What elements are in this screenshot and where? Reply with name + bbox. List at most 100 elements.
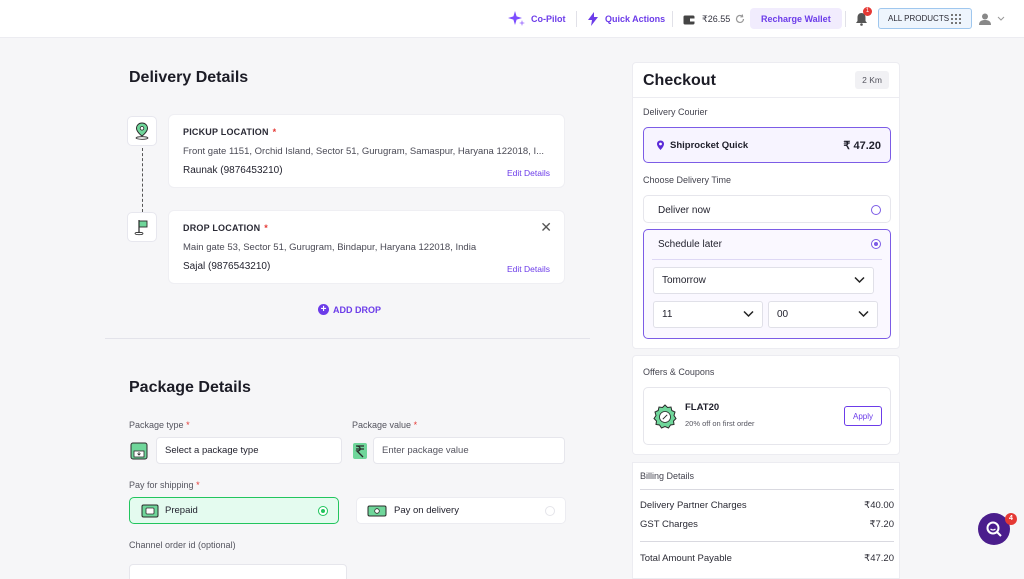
offers-panel: Offers & Coupons FLAT20 20% off on first… [632, 355, 900, 455]
cash-icon [367, 505, 387, 516]
notifications-button[interactable] [855, 0, 868, 38]
chevron-down-icon [858, 310, 869, 318]
billing-title: Billing Details [640, 471, 695, 481]
billing-row: GST Charges ₹7.20 [640, 519, 894, 530]
quick-actions-label: Quick Actions [605, 14, 666, 24]
prepaid-radio[interactable] [318, 506, 328, 516]
total-label: Total Amount Payable [640, 553, 732, 564]
package-type-label: Package type * [129, 420, 190, 430]
drop-contact: Sajal (9876543210) [183, 261, 271, 272]
all-products-label: ALL PRODUCTS [888, 14, 950, 23]
pickup-title: PICKUP LOCATION * [183, 127, 277, 137]
package-type-value: Select a package type [165, 445, 259, 456]
support-chat-button[interactable] [978, 513, 1010, 545]
offers-title: Offers & Coupons [643, 367, 715, 377]
pay-on-delivery-option[interactable]: Pay on delivery [356, 497, 566, 524]
wallet-balance[interactable]: ₹26.55 [683, 0, 745, 38]
sparkle-icon [508, 11, 525, 26]
deliver-now-label: Deliver now [658, 205, 711, 216]
wallet-money-icon [141, 504, 159, 517]
coupon-card: FLAT20 20% off on first order Apply [643, 387, 891, 445]
chevron-down-icon [854, 276, 865, 284]
flag-icon [134, 220, 148, 236]
package-type-select[interactable]: Select a package type [156, 437, 342, 464]
main-form: Delivery Details PICKUP LOCATION * Front … [105, 38, 590, 579]
all-products-button[interactable]: ALL PRODUCTS [878, 8, 972, 29]
section-divider [105, 338, 590, 339]
chat-search-icon [986, 521, 1002, 537]
discount-badge-icon [653, 404, 677, 429]
divider [640, 541, 894, 542]
hour-select[interactable]: 11 [653, 301, 763, 328]
location-pin-icon [135, 122, 149, 140]
top-bar: Co-Pilot Quick Actions ₹26.55 Recharge W… [0, 0, 1024, 38]
lightning-icon [588, 12, 598, 26]
courier-option[interactable]: Shiprocket Quick ₹ 47.20 [643, 127, 891, 163]
quick-actions-button[interactable]: Quick Actions [587, 0, 665, 38]
recharge-wallet-button[interactable]: Recharge Wallet [750, 8, 842, 29]
deliver-now-option[interactable]: Deliver now [643, 195, 891, 223]
pickup-edit-link[interactable]: Edit Details [507, 168, 550, 178]
divider [845, 11, 846, 27]
delivery-details-title: Delivery Details [129, 69, 249, 86]
drop-title: DROP LOCATION * [183, 223, 268, 233]
copilot-button[interactable]: Co-Pilot [507, 0, 566, 38]
day-select[interactable]: Tomorrow [653, 267, 874, 294]
checkout-title: Checkout [643, 72, 716, 89]
deliver-now-radio[interactable] [871, 205, 881, 215]
refresh-icon[interactable] [735, 14, 745, 24]
wallet-icon [683, 15, 695, 24]
channel-order-input[interactable] [129, 564, 347, 579]
plus-icon: + [318, 304, 329, 315]
minute-select[interactable]: 00 [768, 301, 878, 328]
schedule-later-option[interactable]: Schedule later Tomorrow 11 00 [643, 229, 891, 339]
drop-edit-link[interactable]: Edit Details [507, 264, 550, 274]
hour-value: 11 [662, 309, 673, 320]
package-value-label: Package value * [352, 420, 418, 430]
total-value: ₹47.20 [864, 553, 894, 564]
checkout-panel: Checkout 2 Km Delivery Courier Shiprocke… [632, 62, 900, 349]
location-pin-icon [657, 140, 664, 150]
add-drop-button[interactable]: + ADD DROP [318, 304, 381, 315]
schedule-later-radio[interactable] [871, 239, 881, 249]
pickup-card: PICKUP LOCATION * Front gate 1151, Orchid… [168, 114, 565, 188]
minute-value: 00 [777, 309, 789, 320]
package-value-input[interactable]: Enter package value [373, 437, 565, 464]
divider [633, 97, 899, 98]
remove-drop-close-icon[interactable]: ✕ [540, 219, 552, 235]
channel-order-label: Channel order id (optional) [129, 540, 236, 550]
billing-row-value: ₹40.00 [864, 500, 894, 511]
pickup-address: Front gate 1151, Orchid Island, Sector 5… [183, 146, 545, 157]
prepaid-option[interactable]: Prepaid [129, 497, 339, 524]
user-avatar-icon [979, 13, 991, 25]
coupon-code: FLAT20 [685, 402, 720, 413]
schedule-later-label: Schedule later [658, 239, 722, 250]
divider [652, 259, 882, 260]
courier-price: ₹ 47.20 [843, 140, 881, 152]
coupon-description: 20% off on first order [685, 419, 755, 428]
pay-on-delivery-radio[interactable] [545, 506, 555, 516]
billing-row: Delivery Partner Charges ₹40.00 [640, 500, 894, 511]
wallet-amount: ₹26.55 [702, 13, 731, 24]
user-menu[interactable] [978, 0, 1005, 38]
total-row: Total Amount Payable ₹47.20 [640, 553, 894, 564]
divider [672, 11, 673, 27]
divider [640, 489, 894, 490]
billing-row-label: Delivery Partner Charges [640, 500, 747, 511]
route-line [142, 148, 143, 212]
bell-icon [856, 13, 867, 26]
package-details-title: Package Details [129, 379, 251, 396]
package-box-icon [129, 441, 149, 461]
pickup-pin [127, 116, 157, 146]
billing-row-value: ₹7.20 [869, 519, 894, 530]
drop-pin [127, 212, 157, 242]
divider [576, 11, 577, 27]
copilot-label: Co-Pilot [531, 14, 566, 24]
apply-coupon-button[interactable]: Apply [843, 406, 882, 426]
delivery-time-label: Choose Delivery Time [643, 175, 732, 185]
prepaid-label: Prepaid [165, 505, 198, 516]
drop-address: Main gate 53, Sector 51, Gurugram, Binda… [183, 242, 477, 253]
drop-card: DROP LOCATION * ✕ Main gate 53, Sector 51… [168, 210, 565, 284]
courier-name: Shiprocket Quick [670, 140, 749, 151]
chevron-down-icon [997, 16, 1005, 21]
